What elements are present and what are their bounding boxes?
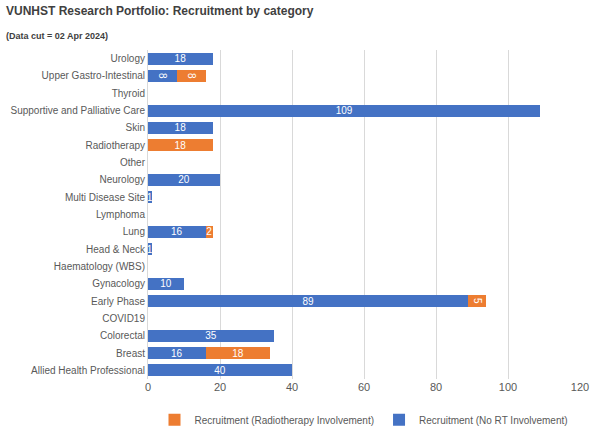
- svg-text:Neurology: Neurology: [99, 174, 145, 185]
- svg-text:80: 80: [430, 381, 442, 393]
- svg-text:Lymphoma: Lymphoma: [96, 209, 146, 220]
- svg-text:2: 2: [206, 226, 212, 237]
- svg-text:Skin: Skin: [126, 122, 145, 133]
- svg-text:(Data cut = 02 Apr 2024): (Data cut = 02 Apr 2024): [6, 31, 108, 41]
- svg-text:Radiotherapy: Radiotherapy: [86, 140, 145, 151]
- svg-text:COVID19: COVID19: [102, 313, 145, 324]
- svg-text:109: 109: [336, 105, 353, 116]
- svg-text:Allied Health Professional: Allied Health Professional: [31, 365, 145, 376]
- svg-text:35: 35: [205, 330, 217, 341]
- svg-text:Upper Gastro-Intestinal: Upper Gastro-Intestinal: [42, 70, 145, 81]
- svg-text:Multi Disease Site: Multi Disease Site: [65, 192, 145, 203]
- svg-text:18: 18: [175, 122, 187, 133]
- svg-text:89: 89: [302, 296, 314, 307]
- svg-text:5: 5: [472, 298, 483, 304]
- svg-text:Other: Other: [120, 157, 146, 168]
- svg-text:Gynacology: Gynacology: [92, 278, 145, 289]
- svg-text:Thyroid: Thyroid: [112, 88, 145, 99]
- svg-text:18: 18: [232, 348, 244, 359]
- svg-text:16: 16: [171, 226, 183, 237]
- svg-text:40: 40: [286, 381, 298, 393]
- svg-text:Recruitment (Radiotherapy Invo: Recruitment (Radiotherapy Involvement): [195, 415, 375, 426]
- svg-text:8: 8: [186, 73, 197, 79]
- svg-text:120: 120: [571, 381, 589, 393]
- svg-text:Lung: Lung: [123, 226, 145, 237]
- svg-text:Early Phase: Early Phase: [91, 296, 145, 307]
- svg-text:20: 20: [214, 381, 226, 393]
- svg-text:1: 1: [147, 192, 153, 203]
- svg-text:Head & Neck: Head & Neck: [86, 244, 146, 255]
- svg-text:Supportive and Palliative Care: Supportive and Palliative Care: [10, 105, 145, 116]
- svg-text:100: 100: [499, 381, 517, 393]
- svg-text:8: 8: [157, 73, 168, 79]
- svg-text:18: 18: [175, 53, 187, 64]
- svg-text:20: 20: [178, 174, 190, 185]
- svg-text:Recruitment (No RT Involvement: Recruitment (No RT Involvement): [419, 415, 568, 426]
- svg-text:16: 16: [171, 348, 183, 359]
- svg-text:40: 40: [214, 365, 226, 376]
- svg-text:Colorectal: Colorectal: [100, 330, 145, 341]
- svg-text:60: 60: [358, 381, 370, 393]
- svg-text:Haematology (WBS): Haematology (WBS): [54, 261, 145, 272]
- svg-text:1: 1: [147, 244, 153, 255]
- svg-text:10: 10: [160, 278, 172, 289]
- svg-text:Urology: Urology: [111, 53, 145, 64]
- svg-text:0: 0: [145, 381, 151, 393]
- svg-text:Breast: Breast: [116, 348, 145, 359]
- svg-text:VUNHST Research Portfolio: Rec: VUNHST Research Portfolio: Recruitment b…: [6, 4, 314, 18]
- svg-text:18: 18: [175, 140, 187, 151]
